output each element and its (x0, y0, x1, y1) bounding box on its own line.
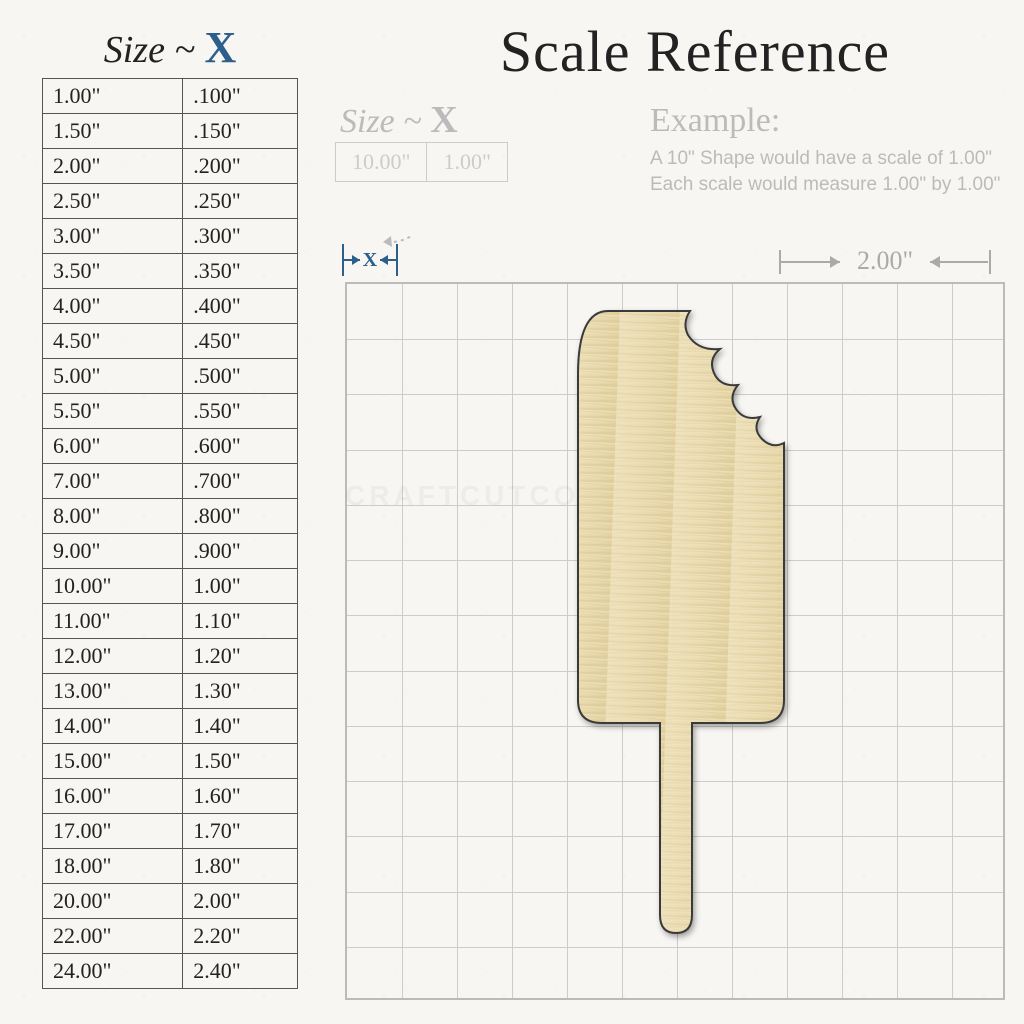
table-cell: 22.00" (43, 919, 183, 954)
page-title: Scale Reference (375, 18, 1015, 85)
example-block: Example: A 10" Shape would have a scale … (650, 102, 1010, 197)
table-cell: 3.00" (43, 219, 183, 254)
table-cell: 1.60" (183, 779, 298, 814)
size-header: Size ~ X (50, 22, 290, 73)
table-cell: 10.00" (43, 569, 183, 604)
mini-cell-size: 10.00" (336, 143, 427, 182)
scale-table: 1.00".100"1.50".150"2.00".200"2.50".250"… (42, 78, 298, 989)
table-row: 5.00".500" (43, 359, 298, 394)
table-cell: 12.00" (43, 639, 183, 674)
table-row: 1.00".100" (43, 79, 298, 114)
table-cell: .200" (183, 149, 298, 184)
table-cell: 6.00" (43, 429, 183, 464)
size-dash: ~ (174, 29, 204, 71)
table-cell: 9.00" (43, 534, 183, 569)
table-row: 10.00"1.00" (43, 569, 298, 604)
table-cell: 2.20" (183, 919, 298, 954)
table-cell: .550" (183, 394, 298, 429)
svg-text:2.00": 2.00" (857, 246, 913, 275)
table-row: 13.00"1.30" (43, 674, 298, 709)
table-row: 5.50".550" (43, 394, 298, 429)
product-shape-popsicle (560, 305, 810, 945)
table-cell: .300" (183, 219, 298, 254)
table-row: 20.00"2.00" (43, 884, 298, 919)
table-row: 4.50".450" (43, 324, 298, 359)
table-cell: 2.40" (183, 954, 298, 989)
table-row: 15.00"1.50" (43, 744, 298, 779)
table-row: 6.00".600" (43, 429, 298, 464)
table-cell: 16.00" (43, 779, 183, 814)
size-label: Size (104, 29, 165, 71)
table-cell: 4.50" (43, 324, 183, 359)
table-cell: .450" (183, 324, 298, 359)
table-cell: 4.00" (43, 289, 183, 324)
grid-cell-dimension: 2.00" (770, 240, 1000, 285)
table-cell: 18.00" (43, 849, 183, 884)
table-cell: 2.50" (43, 184, 183, 219)
table-cell: 5.50" (43, 394, 183, 429)
table-cell: 1.40" (183, 709, 298, 744)
table-cell: .350" (183, 254, 298, 289)
table-row: 1.50".150" (43, 114, 298, 149)
table-cell: .900" (183, 534, 298, 569)
table-cell: 2.00" (183, 884, 298, 919)
table-cell: 3.50" (43, 254, 183, 289)
table-cell: 1.00" (43, 79, 183, 114)
mini-size-x: X (430, 99, 457, 141)
example-heading: Example: (650, 102, 1010, 140)
table-row: 24.00"2.40" (43, 954, 298, 989)
table-cell: 1.80" (183, 849, 298, 884)
table-row: 3.50".350" (43, 254, 298, 289)
table-cell: 20.00" (43, 884, 183, 919)
table-cell: 7.00" (43, 464, 183, 499)
table-cell: 8.00" (43, 499, 183, 534)
table-cell: 1.10" (183, 604, 298, 639)
table-cell: 1.20" (183, 639, 298, 674)
table-row: 4.00".400" (43, 289, 298, 324)
table-row: 14.00"1.40" (43, 709, 298, 744)
table-cell: .250" (183, 184, 298, 219)
table-row: 2.00".200" (43, 149, 298, 184)
table-cell: .100" (183, 79, 298, 114)
table-cell: .150" (183, 114, 298, 149)
table-cell: 1.50" (43, 114, 183, 149)
table-row: 7.00".700" (43, 464, 298, 499)
table-cell: 1.70" (183, 814, 298, 849)
table-cell: 11.00" (43, 604, 183, 639)
table-row: 8.00".800" (43, 499, 298, 534)
example-line1: A 10" Shape would have a scale of 1.00" (650, 146, 1010, 172)
table-cell: 5.00" (43, 359, 183, 394)
table-row: 11.00"1.10" (43, 604, 298, 639)
table-cell: .700" (183, 464, 298, 499)
x-marker-label: X (363, 249, 378, 271)
mini-size-label: Size (340, 103, 395, 140)
table-row: 3.00".300" (43, 219, 298, 254)
table-cell: 1.30" (183, 674, 298, 709)
table-row: 16.00"1.60" (43, 779, 298, 814)
table-cell: .500" (183, 359, 298, 394)
table-row: 12.00"1.20" (43, 639, 298, 674)
table-row: 9.00".900" (43, 534, 298, 569)
table-row: 2.50".250" (43, 184, 298, 219)
table-cell: .800" (183, 499, 298, 534)
mini-size-header: Size ~ X (340, 98, 458, 142)
example-line2: Each scale would measure 1.00" by 1.00" (650, 172, 1010, 198)
table-cell: .600" (183, 429, 298, 464)
mini-cell-scale: 1.00" (427, 143, 507, 182)
table-cell: 1.50" (183, 744, 298, 779)
table-row: 22.00"2.20" (43, 919, 298, 954)
table-cell: 2.00" (43, 149, 183, 184)
size-x-symbol: X (205, 23, 237, 72)
table-row: 18.00"1.80" (43, 849, 298, 884)
table-cell: 15.00" (43, 744, 183, 779)
table-cell: 13.00" (43, 674, 183, 709)
table-row: 17.00"1.70" (43, 814, 298, 849)
mini-example-table: 10.00" 1.00" (335, 142, 508, 182)
table-cell: 14.00" (43, 709, 183, 744)
table-cell: 17.00" (43, 814, 183, 849)
table-cell: 1.00" (183, 569, 298, 604)
table-cell: .400" (183, 289, 298, 324)
table-cell: 24.00" (43, 954, 183, 989)
